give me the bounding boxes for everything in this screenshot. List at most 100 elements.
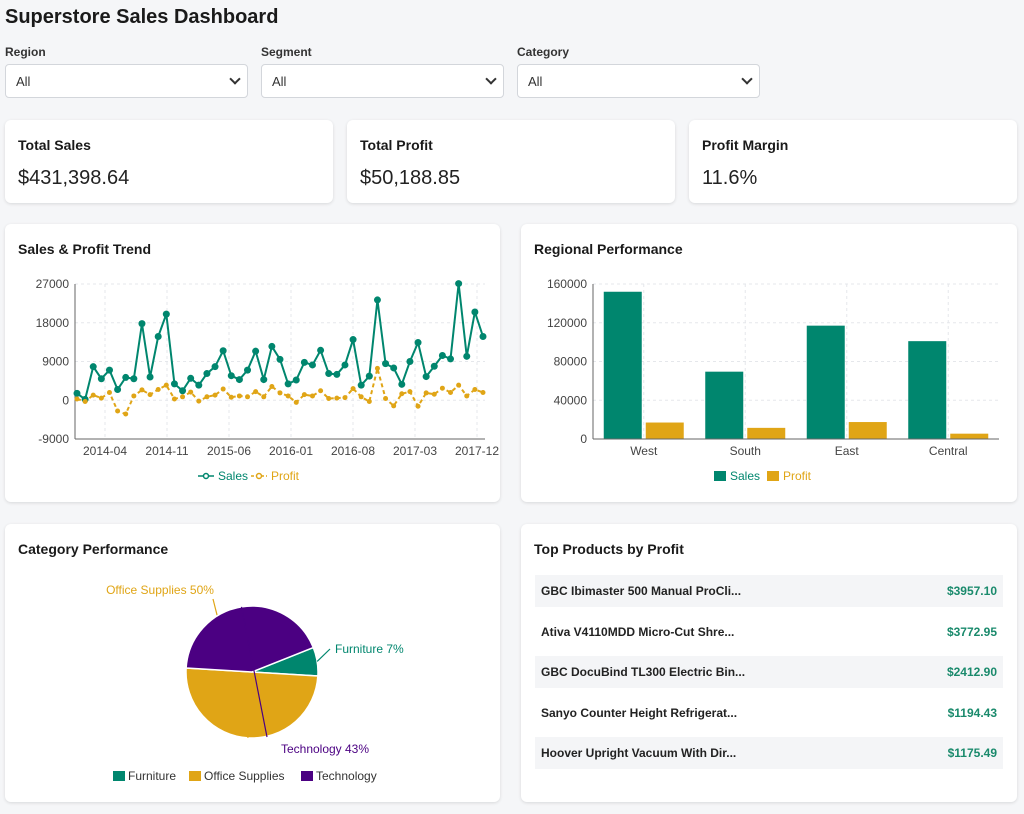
profit-point <box>220 386 226 392</box>
profit-point <box>366 399 372 405</box>
kpi-value: $431,398.64 <box>18 167 130 189</box>
product-row[interactable]: GBC Ibimaster 500 Manual ProCli... $3957… <box>535 575 1003 607</box>
category-select[interactable]: All <box>517 64 760 98</box>
profit-bar <box>747 427 786 439</box>
sales-point <box>438 351 446 359</box>
product-profit: $3772.95 <box>946 625 997 639</box>
sales-point <box>357 381 365 389</box>
product-profit: $2412.90 <box>946 665 997 679</box>
x-tick-label: 2014-04 <box>83 444 127 458</box>
regional-chart-title: Regional Performance <box>534 241 683 257</box>
product-row[interactable]: Sanyo Counter Height Refrigerat... $1194… <box>535 697 1003 729</box>
sales-point <box>252 347 260 355</box>
y-tick-label: 9000 <box>42 355 69 369</box>
y-tick-label: 40000 <box>554 393 588 407</box>
product-name: Ativa V4110MDD Micro-Cut Shre... <box>541 625 735 639</box>
profit-point <box>261 394 267 400</box>
sales-point <box>284 380 292 388</box>
product-name: GBC Ibimaster 500 Manual ProCli... <box>541 584 742 598</box>
profit-point <box>139 387 145 393</box>
regional-chart: 0 40000 80000 120000 160000 West South East Cent… <box>547 277 999 483</box>
pie-slice-label: Office Supplies 50% <box>106 583 214 597</box>
profit-point <box>423 390 429 396</box>
page-title: Superstore Sales Dashboard <box>5 6 279 28</box>
profit-point <box>415 403 421 409</box>
sales-point <box>398 380 406 388</box>
legend-sales-marker <box>202 472 210 480</box>
segment-select-value: All <box>272 73 287 89</box>
kpi-value: 11.6% <box>702 167 758 189</box>
profit-point <box>464 393 470 399</box>
profit-point <box>245 394 251 400</box>
profit-point <box>82 399 88 405</box>
kpi-total-sales: Total Sales $431,398.64 <box>5 120 333 203</box>
trend-chart-card: Sales & Profit Trend -9000 0 9000 18000 2700… <box>5 224 500 502</box>
kpi-title: Total Profit <box>360 137 433 153</box>
pie-label-leader <box>316 648 331 662</box>
kpi-value: $50,188.85 <box>360 167 461 189</box>
legend-profit-swatch <box>767 471 779 481</box>
product-row[interactable]: Ativa V4110MDD Micro-Cut Shre... $3772.9… <box>535 616 1003 648</box>
profit-point <box>74 396 80 402</box>
sales-point <box>373 296 381 304</box>
x-tick-label: 2016-08 <box>331 444 375 458</box>
sales-point <box>235 376 243 384</box>
sales-point <box>187 374 195 382</box>
sales-point <box>406 358 414 365</box>
sales-point <box>73 389 81 397</box>
top-products-title: Top Products by Profit <box>534 541 684 557</box>
pie-slice-label: Furniture 7% <box>335 642 404 656</box>
kpi-title: Total Sales <box>18 137 91 153</box>
sales-bar <box>806 325 845 439</box>
sales-point <box>308 361 316 369</box>
x-tick-label: East <box>835 444 860 458</box>
category-filter-label: Category <box>517 45 570 59</box>
sales-point <box>89 363 97 371</box>
sales-point <box>276 355 284 363</box>
kpi-total-profit: Total Profit $50,188.85 <box>347 120 675 203</box>
sales-point <box>268 342 276 350</box>
sales-point <box>455 280 463 288</box>
sales-point <box>414 339 422 347</box>
sales-point <box>179 387 187 395</box>
profit-point <box>204 394 210 400</box>
product-row[interactable]: Hoover Upright Vacuum With Dir... $1175.… <box>535 737 1003 769</box>
legend-label: Office Supplies <box>204 769 285 783</box>
sales-point <box>122 373 130 381</box>
x-tick-label: 2014-11 <box>145 444 188 458</box>
segment-select[interactable]: All <box>261 64 504 98</box>
sales-bar <box>603 291 642 439</box>
legend-profit-label: Profit <box>271 469 300 483</box>
sales-point <box>138 320 146 328</box>
profit-point <box>448 390 454 395</box>
product-row[interactable]: GBC DocuBind TL300 Electric Bin... $2412… <box>535 656 1003 688</box>
top-products-card: Top Products by Profit GBC Ibimaster 500… <box>521 524 1017 802</box>
legend-profit-label: Profit <box>783 469 812 483</box>
sales-point <box>211 363 219 371</box>
profit-point <box>253 389 259 395</box>
x-tick-label: West <box>630 444 658 458</box>
legend-profit-marker <box>255 472 263 480</box>
profit-point <box>269 383 275 389</box>
sales-bar <box>705 371 744 439</box>
profit-point <box>301 392 307 398</box>
x-tick-label: 2015-06 <box>207 444 251 458</box>
chevron-down-icon <box>229 73 241 85</box>
product-name: Sanyo Counter Height Refrigerat... <box>541 706 738 720</box>
y-tick-label: 0 <box>580 432 587 446</box>
legend-label: Technology <box>316 769 377 783</box>
category-filter: Category All <box>517 45 760 98</box>
profit-point <box>293 399 299 405</box>
legend-swatch <box>189 771 201 781</box>
profit-point <box>383 396 389 402</box>
y-tick-label: 120000 <box>547 316 587 330</box>
profit-point <box>180 394 186 400</box>
profit-point <box>285 393 291 399</box>
profit-bar <box>950 433 989 439</box>
profit-point <box>334 395 340 401</box>
sales-point <box>349 336 357 344</box>
profit-point <box>131 393 137 399</box>
region-select[interactable]: All <box>5 64 248 98</box>
sales-point <box>479 333 487 341</box>
y-tick-label: 0 <box>62 393 69 407</box>
